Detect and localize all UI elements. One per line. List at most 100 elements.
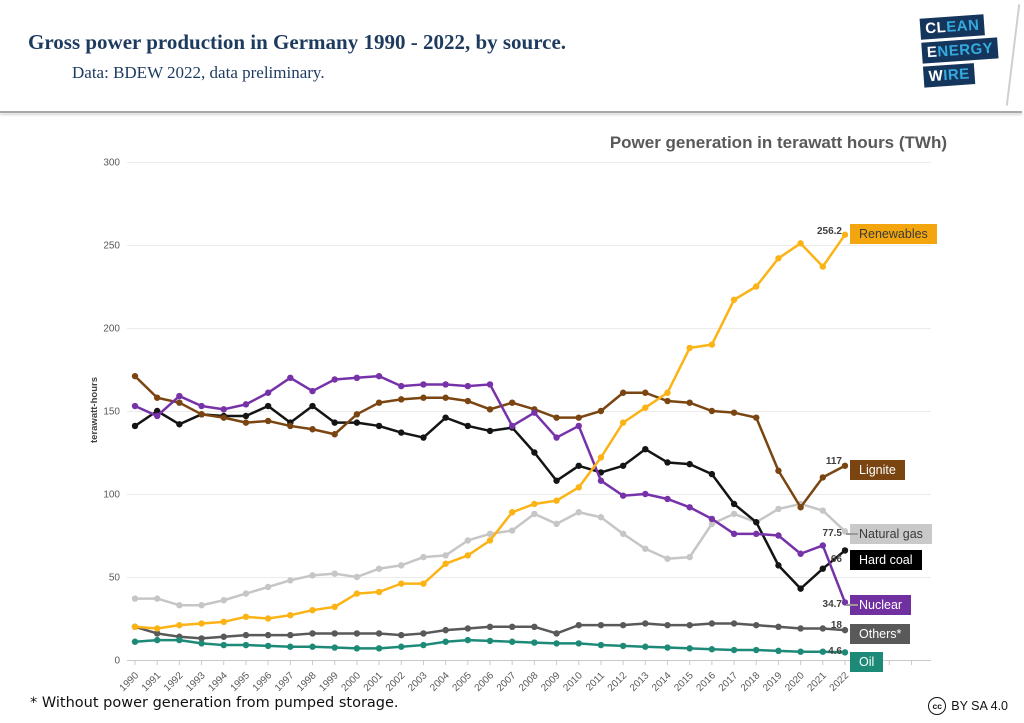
data-point-lignite [442,394,449,401]
data-point-others [264,631,272,639]
data-point-natural-gas [531,510,538,518]
data-point-hard-coal [642,445,649,453]
x-tick-label: 1995 [229,670,253,694]
data-point-oil [575,640,582,647]
data-point-nuclear [730,530,738,538]
data-point-natural-gas [420,553,427,561]
data-point-hard-coal [442,414,449,421]
data-point-nuclear [176,392,183,400]
data-point-natural-gas [664,555,671,562]
x-tick-label: 2003 [406,670,430,694]
license-text: BY SA 4.0 [951,699,1008,713]
data-point-natural-gas [686,553,693,561]
data-point-oil [242,641,250,649]
data-point-lignite [464,397,472,405]
data-point-renewables [464,552,472,559]
legend-item-lignite: 117 Lignite [770,456,1024,481]
data-point-others [220,633,227,640]
data-point-lignite [775,467,782,474]
data-point-renewables [642,404,649,411]
data-point-lignite [131,372,139,380]
data-point-others [664,621,671,629]
series-end-value-hard-coal: 66 [830,554,842,565]
data-point-nuclear [841,599,849,606]
data-point-natural-gas [486,530,494,538]
data-point-lignite [730,409,738,416]
data-point-natural-gas [553,520,560,528]
data-point-nuclear [686,504,693,511]
x-tick-label: 2002 [384,670,408,694]
data-point-nuclear [442,381,449,388]
data-point-natural-gas [730,510,738,518]
data-point-oil [220,641,227,649]
x-tick-label: 2005 [450,670,474,694]
data-point-renewables [309,607,316,614]
data-point-nuclear [642,490,649,498]
x-tick-label: 2012 [606,670,630,694]
legend-label-natural-gas: Natural gas [850,523,932,544]
legend-item-hard-coal: 66 Hard coal [770,548,1024,571]
data-point-oil [619,642,627,650]
data-point-oil [375,645,383,652]
data-point-others [686,621,693,629]
data-point-lignite [553,414,560,421]
page-title: Gross power production in Germany 1990 -… [28,30,567,54]
data-point-lignite [264,417,272,425]
data-point-nuclear [575,422,582,430]
data-point-oil [264,642,272,650]
data-point-renewables [597,454,605,461]
data-point-others [619,621,627,629]
data-point-oil [642,643,649,650]
x-tick-label: 2022 [828,670,852,694]
leader-line [846,533,858,535]
data-point-hard-coal [753,519,760,526]
data-point-renewables [264,615,272,622]
series-line-natural-gas [133,502,847,607]
data-point-natural-gas [508,527,516,534]
data-point-natural-gas [841,528,849,535]
data-point-oil [464,636,472,644]
legend-label-others: Others* [850,623,911,644]
legend-label-oil: Oil [850,651,884,672]
data-point-oil [198,640,205,647]
data-point-nuclear [531,409,538,416]
data-point-lignite [797,504,804,511]
x-tick-label: 2014 [650,670,674,694]
data-point-others [442,626,449,634]
data-point-nuclear [242,401,250,408]
data-point-natural-gas [642,545,649,552]
data-point-others [597,621,605,629]
data-point-hard-coal [553,477,560,484]
data-point-natural-gas [375,565,383,572]
data-point-oil [753,646,760,654]
x-tick-label: 2019 [761,670,785,694]
data-point-natural-gas [176,602,183,609]
data-point-hard-coal [309,402,316,410]
data-point-oil [553,640,560,647]
data-point-renewables [420,580,427,587]
data-point-nuclear [753,530,760,538]
series-end-value-oil: 4.6 [828,646,842,657]
data-point-lignite [398,396,405,403]
y-tick-label: 150 [103,407,120,418]
data-point-oil [153,636,161,644]
data-point-renewables [375,588,383,596]
data-point-natural-gas [264,583,272,591]
data-point-natural-gas [198,602,205,609]
data-point-lignite [220,414,227,421]
x-tick-label: 1992 [162,670,186,694]
legend-label-lignite: Lignite [850,459,905,480]
y-tick-label: 0 [114,656,120,667]
data-point-others [464,625,472,632]
data-point-others [331,630,338,637]
x-tick-label: 2004 [428,670,452,694]
data-point-natural-gas [242,590,250,597]
data-point-renewables [619,419,627,426]
x-tick-label: 2008 [517,670,541,694]
data-point-lignite [486,406,494,413]
data-point-natural-gas [619,530,627,538]
data-point-others [309,630,316,637]
data-point-hard-coal [353,419,361,426]
data-point-oil [442,638,449,645]
data-point-nuclear [797,550,804,557]
